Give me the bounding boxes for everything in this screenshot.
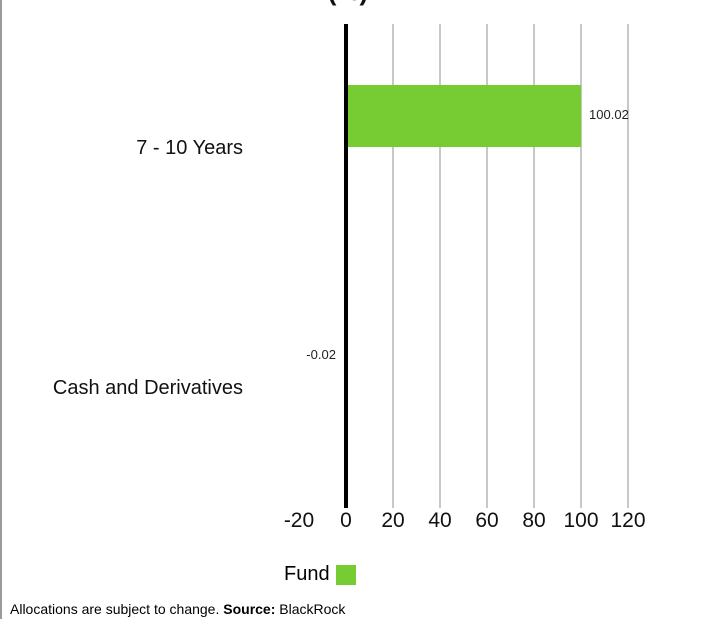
x-tick-label-3: 40: [428, 509, 451, 532]
x-tick-label-0: -20: [284, 509, 314, 532]
x-tick-label-2: 20: [381, 509, 404, 532]
bar-0: [346, 85, 582, 147]
x-tick-label-5: 80: [522, 509, 545, 532]
x-tick-label-6: 100: [563, 509, 598, 532]
chart-title: (%): [328, 0, 368, 6]
data-label-1: -0.02: [306, 347, 336, 362]
category-label-1: Cash and Derivatives: [53, 377, 243, 399]
legend-swatch: [335, 564, 356, 585]
category-label-0: 7 - 10 Years: [136, 137, 243, 159]
footer-text: Allocations are subject to change.: [10, 601, 220, 617]
legend: Fund: [284, 563, 356, 586]
x-tick-label-7: 120: [610, 509, 645, 532]
footer-source: BlackRock: [279, 601, 346, 617]
x-tick-label-4: 60: [475, 509, 498, 532]
x-tick-label-1: 0: [340, 509, 352, 532]
data-label-0: 100.02: [589, 107, 629, 122]
footer-note: Allocations are subject to change. Sourc…: [10, 601, 345, 617]
footer-source-label: Source:: [223, 601, 276, 617]
legend-label: Fund: [284, 563, 330, 585]
